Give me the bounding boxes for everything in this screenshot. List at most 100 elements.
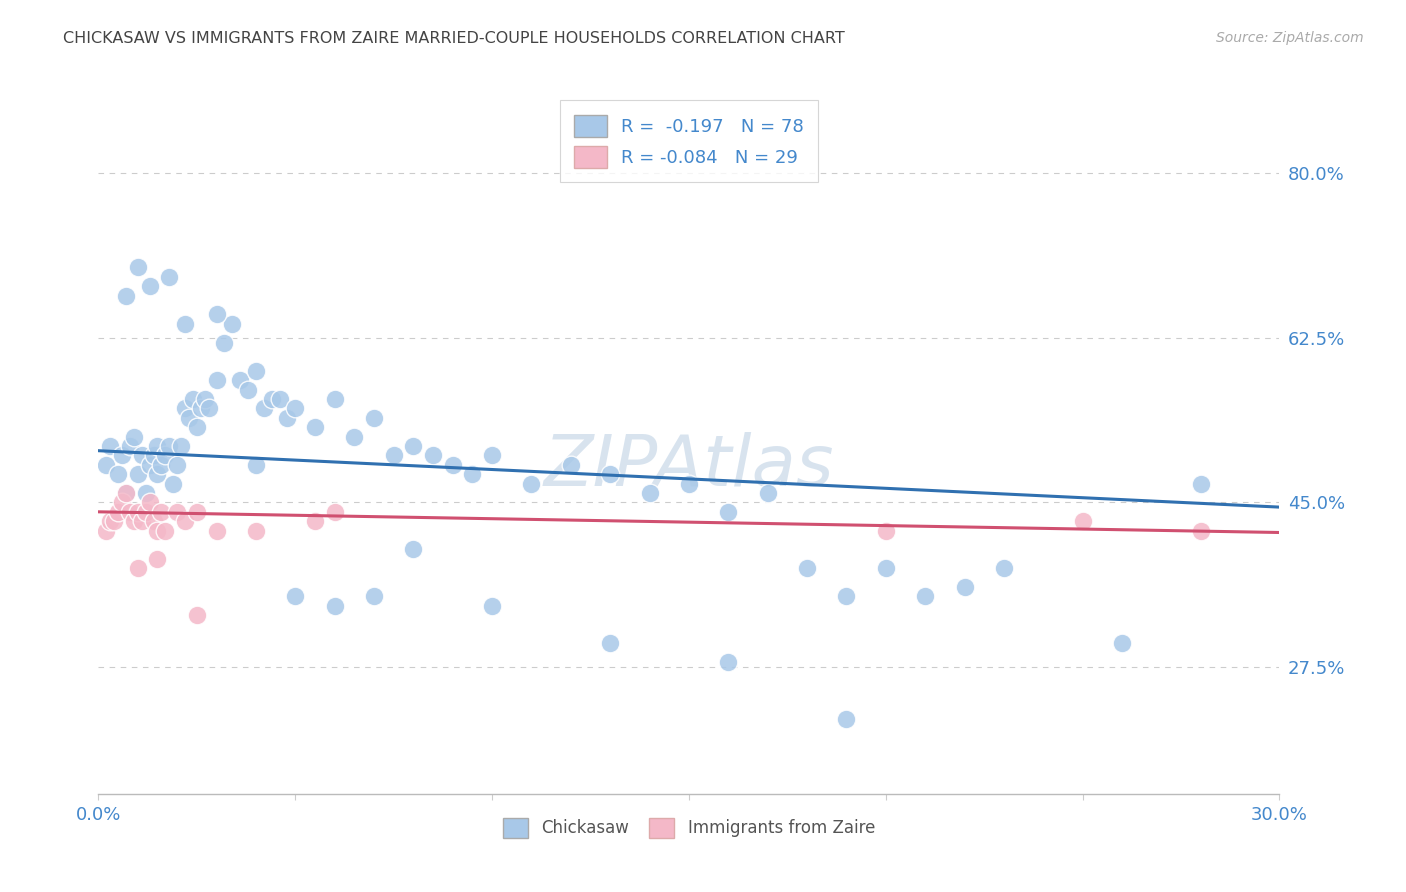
Point [107,467,129,482]
Point [214,335,236,350]
Point [177,410,200,425]
Point [205,373,228,387]
Point [402,439,425,453]
Point [245,524,267,538]
Point [146,467,169,482]
Point [166,505,188,519]
Point [481,449,503,463]
Point [111,495,134,509]
Point [157,439,180,453]
Point [122,514,145,528]
Point [146,439,169,453]
Point [363,590,385,604]
Point [253,401,276,416]
Point [115,288,138,302]
Point [103,514,125,528]
Text: Source: ZipAtlas.com: Source: ZipAtlas.com [1216,31,1364,45]
Point [138,458,160,472]
Point [382,449,405,463]
Point [717,655,740,669]
Point [953,580,976,594]
Point [835,590,858,604]
Point [284,590,307,604]
Point [96,458,118,472]
Point [599,467,621,482]
Point [138,495,160,509]
Point [186,420,208,434]
Point [127,505,149,519]
Point [520,476,543,491]
Point [717,505,740,519]
Point [146,524,169,538]
Point [236,383,259,397]
Point [115,486,138,500]
Point [181,392,204,406]
Point [205,524,228,538]
Point [481,599,503,613]
Point [343,429,366,443]
Point [174,401,197,416]
Point [284,401,307,416]
Point [875,524,897,538]
Point [1071,514,1094,528]
Point [186,505,208,519]
Point [138,279,160,293]
Point [135,486,157,500]
Point [150,458,173,472]
Point [638,486,661,500]
Point [560,458,582,472]
Point [118,505,141,519]
Point [194,392,217,406]
Point [205,307,228,321]
Point [122,429,145,443]
Point [221,317,243,331]
Point [190,401,212,416]
Point [245,458,267,472]
Point [269,392,291,406]
Point [229,373,252,387]
Text: CHICKASAW VS IMMIGRANTS FROM ZAIRE MARRIED-COUPLE HOUSEHOLDS CORRELATION CHART: CHICKASAW VS IMMIGRANTS FROM ZAIRE MARRI… [63,31,845,46]
Point [131,514,153,528]
Point [260,392,283,406]
Point [150,505,173,519]
Point [245,364,267,378]
Point [142,514,165,528]
Point [131,449,153,463]
Point [157,269,180,284]
Point [323,505,346,519]
Point [127,561,149,575]
Point [1189,524,1212,538]
Point [1111,636,1133,650]
Point [276,410,298,425]
Point [363,410,385,425]
Point [186,608,208,623]
Point [127,260,149,275]
Point [993,561,1015,575]
Point [756,486,779,500]
Point [98,514,121,528]
Point [304,420,326,434]
Point [170,439,193,453]
Point [875,561,897,575]
Point [166,458,188,472]
Point [678,476,700,491]
Point [111,449,134,463]
Point [599,636,621,650]
Point [127,467,149,482]
Point [323,392,346,406]
Point [402,542,425,557]
Point [162,476,184,491]
Point [174,514,197,528]
Point [118,439,141,453]
Point [96,524,118,538]
Point [1189,476,1212,491]
Point [835,712,858,726]
Point [914,590,936,604]
Point [174,317,197,331]
Legend: Chickasaw, Immigrants from Zaire: Chickasaw, Immigrants from Zaire [496,811,882,845]
Point [135,505,157,519]
Point [323,599,346,613]
Point [107,505,129,519]
Point [197,401,219,416]
Point [304,514,326,528]
